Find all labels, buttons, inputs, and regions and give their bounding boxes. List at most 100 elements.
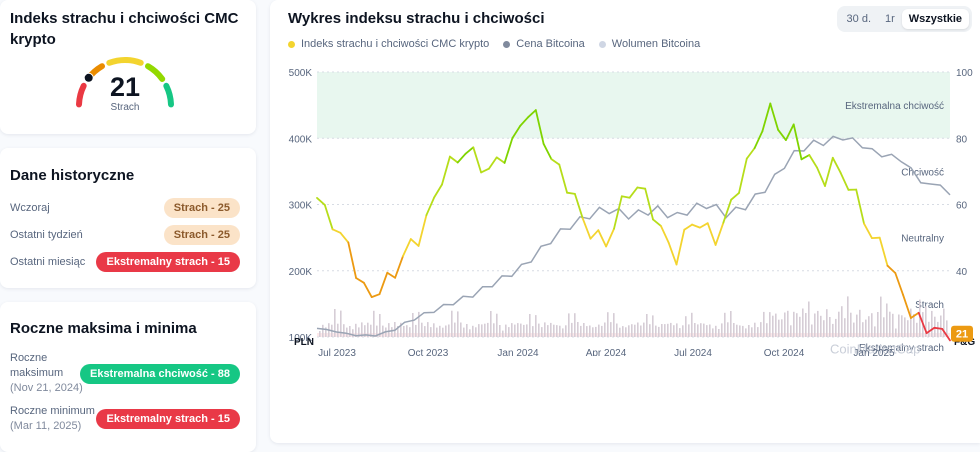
history-last-month-label: Ostatni miesiąc (10, 256, 85, 268)
volume-bar (763, 312, 765, 337)
volume-bar (694, 323, 696, 337)
range-all-button[interactable]: Wszystkie (902, 9, 969, 29)
legend-dot-btc-price (503, 41, 510, 48)
volume-bar (658, 327, 660, 337)
volume-bar (586, 326, 588, 337)
gauge-value: 21 (90, 72, 160, 103)
volume-bar (427, 322, 429, 337)
history-last-week-label: Ostatni tydzień (10, 229, 83, 241)
history-yesterday-badge: Strach - 25 (164, 198, 240, 218)
zone-label: Chciwość (901, 167, 944, 178)
volume-bar (853, 323, 855, 337)
volume-bar (799, 317, 801, 337)
fear-greed-segment (489, 157, 497, 168)
volume-bar (463, 328, 465, 337)
volume-bar (406, 325, 408, 337)
volume-bar (475, 327, 477, 337)
volume-bar (892, 314, 894, 337)
volume-bar (850, 313, 852, 337)
x-tick-label: Oct 2023 (408, 348, 449, 356)
volume-bar (901, 315, 903, 337)
volume-bar (442, 328, 444, 337)
volume-bar (439, 326, 441, 337)
historical-data-card: Dane historyczne Wczoraj Strach - 25 Ost… (0, 148, 256, 288)
volume-bar (466, 324, 468, 337)
fear-greed-segment (903, 295, 911, 318)
volume-bar (790, 325, 792, 337)
history-last-week-badge: Strach - 25 (164, 225, 240, 245)
yearly-min-date: (Mar 11, 2025) (10, 420, 81, 432)
volume-bar (499, 325, 501, 337)
volume-bar (433, 323, 435, 337)
volume-bar (352, 329, 354, 337)
volume-bar (715, 326, 717, 337)
fear-greed-chart[interactable]: Ekstremalna chciwośćChciwośćNeutralnyStr… (270, 56, 980, 356)
volume-bar (505, 325, 507, 337)
fear-greed-segment (841, 173, 849, 190)
left-tick-label: 300K (289, 201, 313, 212)
fear-greed-segment (731, 193, 739, 200)
volume-bar (709, 325, 711, 338)
volume-bar (583, 323, 585, 337)
fear-greed-segment (505, 138, 513, 163)
legend-item-btc-price[interactable]: Cena Bitcoina (503, 38, 585, 50)
volume-bar (724, 313, 726, 337)
volume-bar (544, 322, 546, 337)
gauge-arc-extreme-greed (166, 86, 171, 105)
fear-greed-segment (833, 158, 841, 173)
volume-bar (652, 315, 654, 337)
volume-bar (778, 320, 780, 337)
volume-bar (931, 311, 933, 337)
legend-item-btc-volume[interactable]: Wolumen Bitcoina (599, 38, 700, 50)
volume-bar (607, 312, 609, 337)
volume-bar (682, 325, 684, 337)
legend-item-fear-greed[interactable]: Indeks strachu i chciwości CMC krypto (288, 38, 489, 50)
volume-bar (721, 323, 723, 337)
left-tick-label: 500K (289, 68, 313, 79)
volume-bar (703, 324, 705, 337)
volume-bar (766, 323, 768, 337)
volume-bar (805, 313, 807, 337)
fear-greed-segment (677, 230, 685, 265)
volume-bar (733, 323, 735, 337)
fear-greed-segment (372, 294, 380, 297)
legend-dot-fear-greed (288, 41, 295, 48)
fear-greed-segment (684, 225, 692, 230)
volume-bar (553, 325, 555, 337)
legend-label-fear-greed: Indeks strachu i chciwości CMC krypto (301, 38, 489, 50)
yearly-title: Roczne maksima i minima (10, 320, 197, 337)
volume-bar (430, 327, 432, 337)
fear-greed-segment (387, 273, 395, 278)
fear-greed-segment (895, 273, 903, 295)
zone-label: Neutralny (901, 234, 944, 245)
volume-bar (859, 310, 861, 337)
zone-extreme-fear (317, 333, 950, 337)
range-30d-button[interactable]: 30 d. (840, 9, 878, 29)
volume-bar (655, 326, 657, 337)
volume-bar (601, 326, 603, 337)
volume-bar (529, 314, 531, 337)
volume-bar (814, 314, 816, 338)
range-1y-button[interactable]: 1r (878, 9, 902, 29)
volume-bar (382, 326, 384, 337)
volume-bar (877, 312, 879, 337)
yearly-min-badge: Ekstremalny strach - 15 (96, 409, 240, 429)
volume-bar (493, 323, 495, 337)
volume-bar (736, 325, 738, 337)
fear-greed-segment (622, 196, 630, 197)
fear-greed-segment (591, 230, 599, 239)
legend-label-btc-volume: Wolumen Bitcoina (612, 38, 700, 50)
volume-bar (424, 326, 426, 337)
volume-bar (550, 323, 552, 337)
right-tick-label: 40 (956, 267, 968, 278)
volume-bar (343, 324, 345, 337)
x-tick-label: Jan 2024 (497, 348, 539, 356)
gauge-arc-neutral (109, 60, 140, 63)
fear-greed-segment (333, 229, 341, 233)
volume-bar (667, 324, 669, 337)
right-tick-label: 80 (956, 134, 968, 145)
volume-bar (868, 316, 870, 337)
volume-bar (817, 311, 819, 337)
volume-bar (337, 324, 339, 337)
volume-bar (577, 322, 579, 337)
